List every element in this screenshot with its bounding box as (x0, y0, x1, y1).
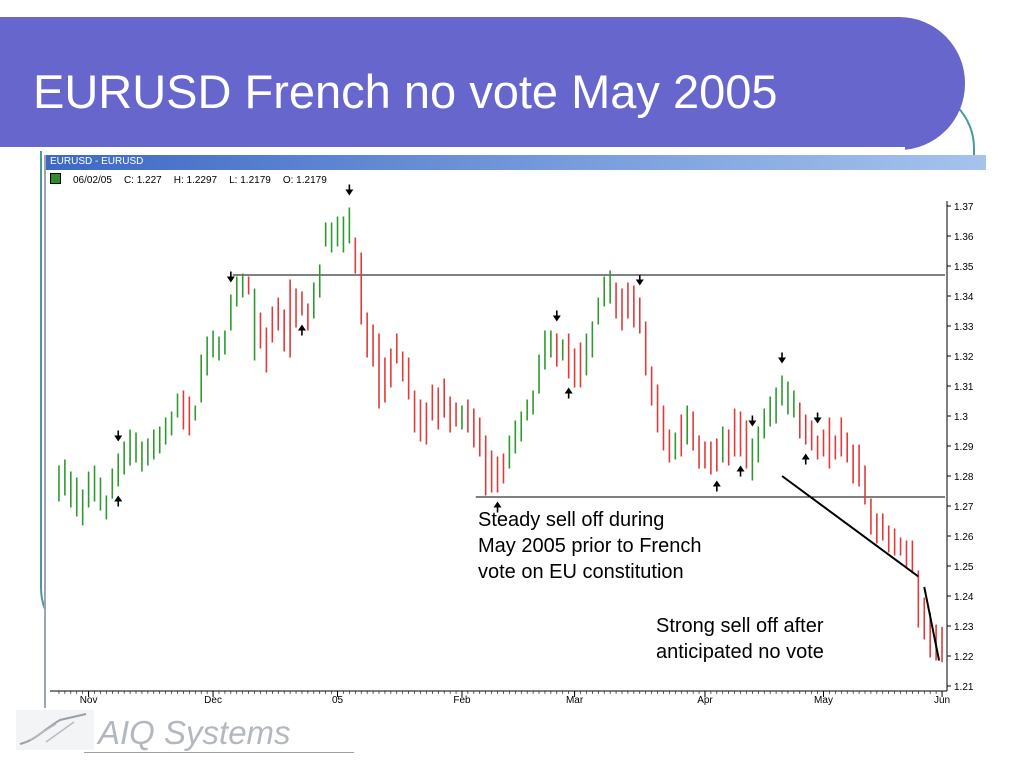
title-banner: EURUSD French no vote May 2005 (0, 17, 965, 151)
y-tick-label: 1.29 (954, 442, 974, 453)
info-high: H: 1.2297 (173, 175, 218, 186)
up-arrow-marker (297, 324, 306, 336)
logo-text: AIQ Systems (98, 714, 291, 751)
title-underline (0, 147, 905, 151)
strong-trend-line (923, 586, 941, 661)
up-arrow-marker (493, 501, 502, 513)
y-tick-label: 1.36 (954, 232, 974, 243)
down-arrow-marker (114, 430, 123, 442)
window-titlebar[interactable]: EURUSD - EURUSD (46, 155, 986, 170)
chart-style-icon[interactable] (50, 173, 61, 184)
annotation-steady-selloff: Steady sell off during May 2005 prior to… (478, 507, 701, 585)
down-arrow-marker (345, 184, 354, 196)
window-title: EURUSD - EURUSD (50, 156, 144, 167)
annotation-line: Strong sell off after (656, 615, 824, 637)
price-chart[interactable]: 1.37 1.36 1.35 1.34 1.33 1.32 1.31 1.3 1.29 1.28 1… (46, 155, 986, 708)
y-tick-label: 1.32 (954, 352, 974, 363)
y-tick-label: 1.3 (954, 412, 968, 423)
annotation-line: vote on EU constitution (478, 561, 684, 583)
steady-trend-line (781, 475, 919, 578)
y-tick-label: 1.35 (954, 262, 974, 273)
x-tick-label: May (814, 695, 833, 706)
annotation-strong-selloff: Strong sell off after anticipated no vot… (656, 613, 824, 665)
annotation-line: Steady sell off during (478, 509, 665, 531)
info-date: 06/02/05 (73, 175, 112, 186)
down-arrow-marker (635, 274, 644, 286)
y-tick-label: 1.25 (954, 562, 974, 573)
y-tick-label: 1.37 (954, 202, 974, 213)
x-tick-label: Mar (566, 695, 584, 706)
down-arrow-marker (778, 352, 787, 364)
y-tick-label: 1.28 (954, 472, 974, 483)
y-tick-label: 1.27 (954, 502, 974, 513)
info-close: C: 1.227 (123, 175, 162, 186)
down-arrow-marker (552, 310, 561, 322)
y-tick-label: 1.21 (954, 682, 974, 693)
x-tick-label: Apr (697, 695, 713, 706)
y-tick-label: 1.33 (954, 322, 974, 333)
down-arrow-marker (226, 271, 235, 283)
x-tick-label: 05 (332, 695, 344, 706)
chart-window[interactable]: EURUSD - EURUSD 06/02/05 C: 1.227 H: 1.229… (44, 155, 986, 708)
x-tick-label: Dec (204, 695, 222, 706)
up-arrow-marker (114, 495, 123, 507)
price-info-row: 06/02/05 C: 1.227 H: 1.2297 L: 1.2179 O: 1.2… (50, 173, 339, 186)
up-arrow-marker (712, 480, 721, 492)
logo-underline (84, 752, 354, 753)
annotation-line: anticipated no vote (656, 641, 824, 663)
info-open: O: 1.2179 (282, 175, 327, 186)
up-arrow-marker (564, 387, 573, 399)
up-arrow-marker (736, 465, 745, 477)
down-arrow-marker (748, 415, 757, 427)
slide-title: EURUSD French no vote May 2005 (33, 65, 778, 118)
x-tick-label: Jun (934, 695, 950, 706)
y-tick-label: 1.24 (954, 592, 974, 603)
x-tick-label: Nov (80, 695, 98, 706)
y-tick-label: 1.23 (954, 622, 974, 633)
y-tick-label: 1.26 (954, 532, 974, 543)
y-tick-label: 1.22 (954, 652, 974, 663)
info-low: L: 1.2179 (229, 175, 271, 186)
aiq-logo: AIQ Systems (16, 708, 354, 754)
y-tick-label: 1.31 (954, 382, 974, 393)
up-arrow-marker (801, 453, 810, 465)
down-arrow-marker (813, 412, 822, 424)
annotation-line: May 2005 prior to French (478, 535, 702, 557)
y-tick-label: 1.34 (954, 292, 974, 303)
aiq-logo-mark-icon (16, 710, 94, 750)
x-tick-label: Feb (453, 695, 471, 706)
